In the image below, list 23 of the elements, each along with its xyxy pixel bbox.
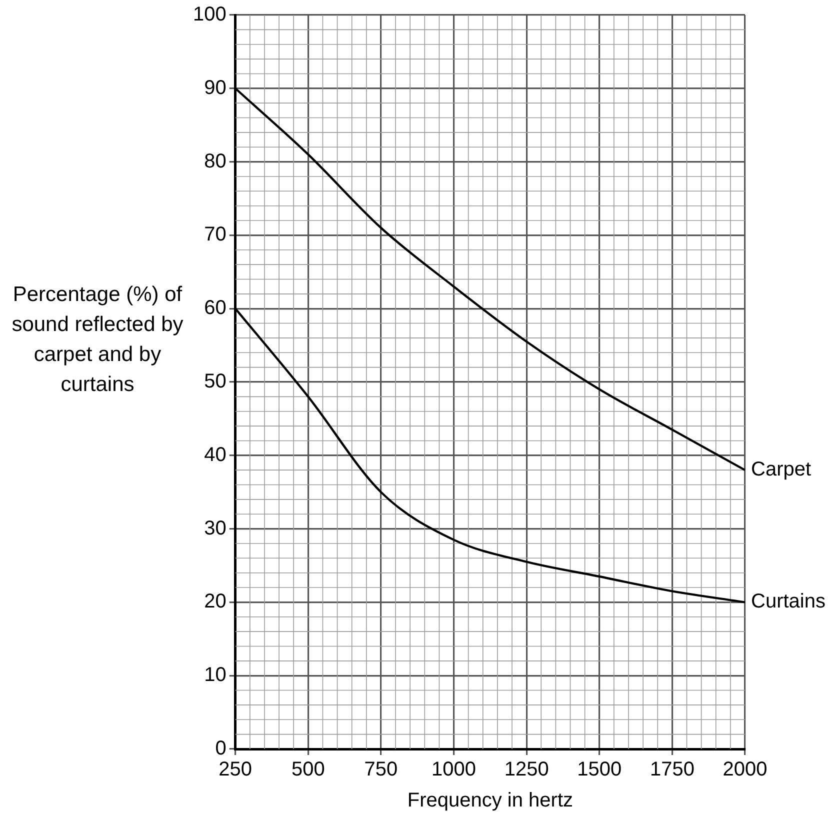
y-tick-label: 40: [204, 444, 226, 466]
x-tick-label: 1500: [577, 758, 622, 781]
y-tick-label: 20: [204, 590, 226, 613]
x-tick-label: 250: [218, 758, 252, 781]
y-tick-label: 60: [204, 297, 226, 320]
series-label: Carpet: [751, 458, 812, 481]
x-tick-label: 750: [364, 758, 398, 781]
y-tick-label: 30: [204, 517, 226, 540]
y-tick-label: 70: [204, 224, 226, 246]
y-tick-label: 10: [204, 664, 226, 686]
y-tick-label: 80: [204, 150, 226, 172]
x-tick-label: 1000: [432, 758, 476, 781]
x-tick-label: 2000: [722, 758, 768, 781]
x-tick-label: 1750: [650, 758, 694, 781]
y-tick-label: 90: [204, 76, 226, 99]
y-tick-label: 100: [192, 4, 226, 26]
y-tick-label: 50: [204, 370, 226, 393]
y-axis-title: Percentage (%) of sound reflected by carpet and by curtains: [10, 282, 184, 398]
x-tick-label: 1250: [504, 758, 549, 781]
series-label: Curtains: [751, 590, 826, 613]
x-tick-label: 500: [291, 758, 325, 781]
y-tick-label: 0: [215, 738, 226, 760]
x-axis-title: Frequency in hertz: [407, 790, 574, 812]
